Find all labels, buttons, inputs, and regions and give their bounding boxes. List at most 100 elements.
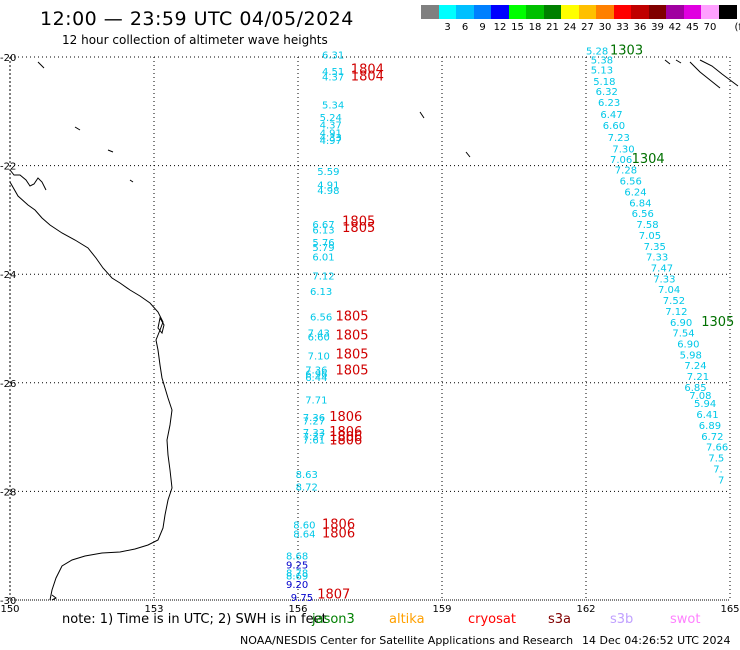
wave-height-value: 8.69 xyxy=(286,571,308,582)
satellite-cryosat: cryosat xyxy=(468,612,516,627)
wave-height-value: 7.08 xyxy=(689,391,711,402)
wave-height-value: 4.37 xyxy=(320,121,342,132)
legend-label: 42 xyxy=(668,22,682,33)
pass-number: 1804 xyxy=(351,62,384,77)
wave-height-value: 6.56 xyxy=(620,177,642,188)
legend-swatch xyxy=(666,5,684,19)
wave-height-value: 7.43 xyxy=(308,329,330,340)
latitude-label: -28 xyxy=(0,487,16,498)
pass-number: 1303 xyxy=(610,43,643,58)
wave-height-value: 6.60 xyxy=(603,121,625,132)
wave-height-value: 9.25 xyxy=(286,561,308,572)
longitude-label: 153 xyxy=(144,604,163,615)
pass-number: 1805 xyxy=(335,309,368,324)
map-grid xyxy=(9,56,731,601)
wave-height-value: 4.91 xyxy=(317,180,339,191)
wave-height-value: 7.23 xyxy=(608,133,630,144)
wave-height-value: 7.12 xyxy=(312,272,334,283)
wave-height-value: 5.76 xyxy=(312,238,334,249)
wave-height-value: 5.79 xyxy=(312,243,334,254)
wave-height-value: 4.91 xyxy=(320,128,342,139)
satellite-swot: swot xyxy=(670,612,701,627)
legend-swatch xyxy=(561,5,579,19)
wave-height-value: 6.24 xyxy=(624,187,646,198)
wave-height-value: 7.30 xyxy=(612,145,634,156)
pass-number: 1806 xyxy=(329,430,362,445)
wave-height-value: 5.28 xyxy=(586,46,608,57)
longitude-label: 165 xyxy=(720,604,739,615)
wave-height-value: 5.38 xyxy=(591,56,613,67)
wave-height-value: 6.56 xyxy=(310,312,332,323)
page-title: 12:00 — 23:59 UTC 04/05/2024 xyxy=(40,8,354,30)
satellite-altika: altika xyxy=(389,612,425,627)
legend-label: 33 xyxy=(616,22,629,33)
wave-height-value: 7.33 xyxy=(303,428,325,439)
wave-height-value: 8.63 xyxy=(296,470,318,481)
wave-height-value: 7.05 xyxy=(639,231,661,242)
generated-timestamp: 14 Dec 04:26:52 UTC 2024 xyxy=(582,634,731,647)
wave-height-value: 4.98 xyxy=(317,186,339,197)
pass-number: 1805 xyxy=(335,328,368,343)
wave-height-value: 7.5 xyxy=(708,454,724,465)
wave-height-value: 8.78 xyxy=(286,569,308,580)
latitude-label: -24 xyxy=(0,270,16,281)
pass-number: 1806 xyxy=(322,517,355,532)
legend-swatch xyxy=(438,5,457,19)
wave-height-value: 4.97 xyxy=(320,136,342,147)
legend-swatch xyxy=(491,5,509,19)
pass-number: 1805 xyxy=(335,364,368,379)
satellite-s3b: s3b xyxy=(610,612,634,627)
wave-height-value: 7.37 xyxy=(303,432,325,443)
legend-label: 24 xyxy=(563,22,577,33)
wave-height-value: 7. xyxy=(713,464,723,475)
pass-number: 1806 xyxy=(329,425,362,440)
legend-swatch xyxy=(456,5,474,19)
wave-height-value: 7.36 xyxy=(305,366,327,377)
longitude-label: 159 xyxy=(432,604,451,615)
wave-height-value: 7.12 xyxy=(665,307,687,318)
coastline xyxy=(9,59,739,601)
wave-height-value: 9.20 xyxy=(286,580,308,591)
satellite-s3a: s3a xyxy=(548,612,572,627)
pass-number: 1804 xyxy=(351,69,384,84)
legend-swatch xyxy=(631,5,649,19)
wave-height-value: 6.13 xyxy=(312,225,334,236)
legend-label: 18 xyxy=(528,22,542,33)
pass-number: 1304 xyxy=(632,152,665,167)
wave-height-value: 4.51 xyxy=(322,67,344,78)
wave-height-value: 7.71 xyxy=(305,395,327,406)
satellite-jason3: jason3 xyxy=(312,612,355,627)
wave-height-value: 7.47 xyxy=(651,263,673,274)
wave-height-value: 5.94 xyxy=(694,399,716,410)
wave-height-value: 6.13 xyxy=(310,287,332,298)
wave-height-value: 7.54 xyxy=(672,329,694,340)
wave-height-value: 5.34 xyxy=(322,101,344,112)
wave-height-value: 6.31 xyxy=(322,51,344,62)
legend-label: 15 xyxy=(511,22,524,33)
wave-height-value: 7.66 xyxy=(706,443,728,454)
legend-swatch xyxy=(596,5,614,19)
legend-label: 21 xyxy=(546,22,559,33)
wave-height-value: 7.58 xyxy=(636,220,658,231)
wave-height-value: 7.21 xyxy=(687,372,709,383)
pass-number: 1806 xyxy=(322,527,355,542)
pass-number: 1805 xyxy=(335,347,368,362)
legend-label: 27 xyxy=(581,22,594,33)
legend-swatch xyxy=(578,5,597,19)
pass-number: 1806 xyxy=(329,410,362,425)
wave-height-value: 9.75 xyxy=(291,593,313,604)
legend-swatch xyxy=(526,5,544,19)
wave-height-value: 6.90 xyxy=(670,318,692,329)
wave-height-value: 6.89 xyxy=(699,421,721,432)
legend-label: 6 xyxy=(461,22,469,33)
longitude-label: 156 xyxy=(288,604,307,615)
longitude-label: 150 xyxy=(0,604,19,615)
wave-height-value: 7 xyxy=(718,475,724,486)
wave-height-value: 6.96 xyxy=(305,369,327,380)
wave-height-value: 7.24 xyxy=(684,361,706,372)
legend-label: 39 xyxy=(651,22,664,33)
legend-swatch xyxy=(508,5,527,19)
legend-swatch xyxy=(421,5,439,19)
